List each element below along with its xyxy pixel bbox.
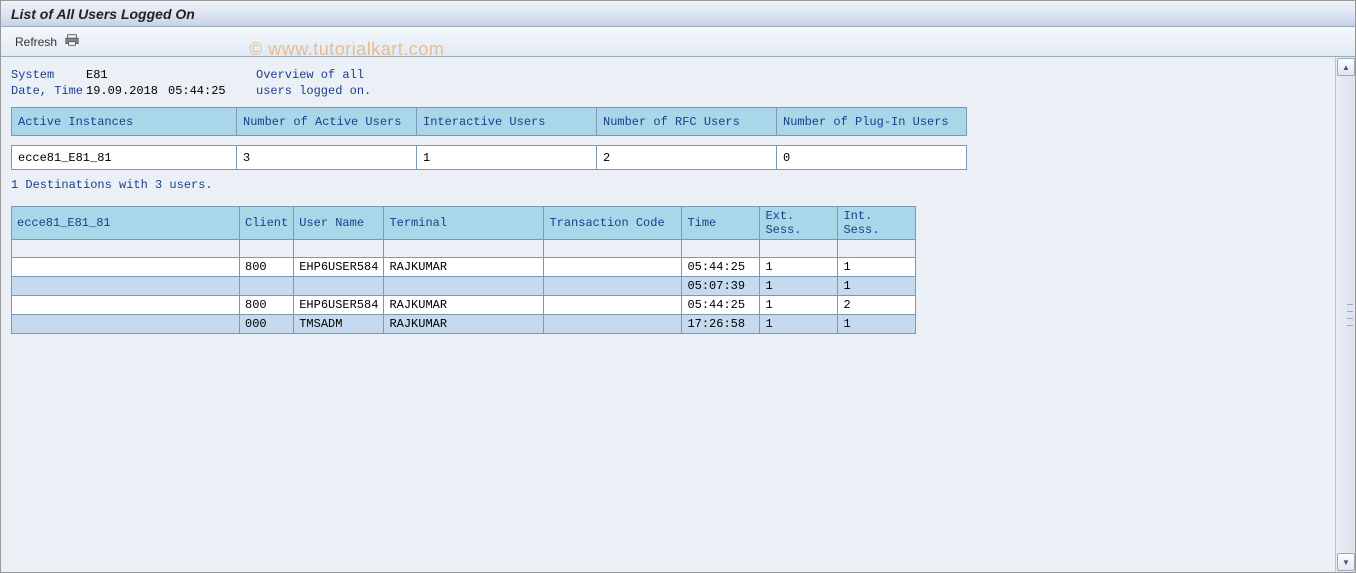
cell-terminal: RAJKUMAR <box>384 296 544 315</box>
time-value: 05:44:25 <box>168 83 246 99</box>
cell-ext: 1 <box>760 258 838 277</box>
cell-user: EHP6USER584 <box>294 258 384 277</box>
cell-instance <box>12 315 240 334</box>
datetime-label: Date, Time <box>11 83 86 99</box>
cell-ext: 1 <box>760 277 838 296</box>
cell-tcode <box>544 258 682 277</box>
detail-table: ecce81_E81_81 Client User Name Terminal … <box>11 206 916 334</box>
scroll-down-arrow[interactable]: ▼ <box>1337 553 1355 571</box>
destinations-line: 1 Destinations with 3 users. <box>11 178 1325 192</box>
cell-int: 1 <box>838 258 916 277</box>
refresh-button[interactable]: Refresh <box>15 35 57 49</box>
cell-user <box>294 277 384 296</box>
title-bar: List of All Users Logged On <box>1 1 1355 27</box>
cell-tcode <box>544 296 682 315</box>
cell-time: 05:44:25 <box>682 296 760 315</box>
date-value: 19.09.2018 <box>86 83 168 99</box>
col-num-plugin-users: Number of Plug-In Users <box>777 108 967 136</box>
col-active-instances: Active Instances <box>12 108 237 136</box>
cell-int: 1 <box>838 277 916 296</box>
cell-time: 17:26:58 <box>682 315 760 334</box>
meta-block: System E81 Overview of all Date, Time 19… <box>11 67 1325 99</box>
cell-interactive-users: 1 <box>417 146 597 170</box>
cell-user: EHP6USER584 <box>294 296 384 315</box>
overview-line1: Overview of all <box>256 67 364 83</box>
cell-client: 800 <box>240 258 294 277</box>
print-icon[interactable] <box>65 33 79 50</box>
dcol-user: User Name <box>294 207 384 240</box>
cell-client: 800 <box>240 296 294 315</box>
cell-instance <box>12 258 240 277</box>
system-value: E81 <box>86 67 246 83</box>
content-area: System E81 Overview of all Date, Time 19… <box>1 57 1335 572</box>
cell-active-users: 3 <box>237 146 417 170</box>
cell-rfc-users: 2 <box>597 146 777 170</box>
toolbar: Refresh <box>1 27 1355 57</box>
vertical-scrollbar[interactable]: ▲ ▼ <box>1335 57 1355 572</box>
dcol-client: Client <box>240 207 294 240</box>
table-row: 05:07:3911 <box>12 277 916 296</box>
dcol-ext: Ext. Sess. <box>760 207 838 240</box>
detail-gap-row <box>12 240 916 258</box>
cell-int: 2 <box>838 296 916 315</box>
cell-tcode <box>544 277 682 296</box>
dcol-time: Time <box>682 207 760 240</box>
col-num-rfc-users: Number of RFC Users <box>597 108 777 136</box>
table-row: 000TMSADMRAJKUMAR17:26:5811 <box>12 315 916 334</box>
cell-time: 05:44:25 <box>682 258 760 277</box>
cell-int: 1 <box>838 315 916 334</box>
dcol-tcode: Transaction Code <box>544 207 682 240</box>
dcol-instance: ecce81_E81_81 <box>12 207 240 240</box>
page-title: List of All Users Logged On <box>11 6 195 22</box>
cell-ext: 1 <box>760 315 838 334</box>
cell-instance <box>12 296 240 315</box>
summary-data-row: ecce81_E81_81 3 1 2 0 <box>12 146 967 170</box>
cell-terminal: RAJKUMAR <box>384 258 544 277</box>
content-wrap: System E81 Overview of all Date, Time 19… <box>1 57 1355 572</box>
cell-plugin-users: 0 <box>777 146 967 170</box>
table-row: 800EHP6USER584RAJKUMAR 05:44:2512 <box>12 296 916 315</box>
scroll-up-arrow[interactable]: ▲ <box>1337 58 1355 76</box>
dcol-int: Int. Sess. <box>838 207 916 240</box>
cell-terminal <box>384 277 544 296</box>
summary-table: Active Instances Number of Active Users … <box>11 107 967 170</box>
cell-terminal: RAJKUMAR <box>384 315 544 334</box>
table-row: 800EHP6USER584RAJKUMAR05:44:2511 <box>12 258 916 277</box>
cell-client <box>240 277 294 296</box>
dcol-terminal: Terminal <box>384 207 544 240</box>
cell-time: 05:07:39 <box>682 277 760 296</box>
col-num-active-users: Number of Active Users <box>237 108 417 136</box>
detail-header-row: ecce81_E81_81 Client User Name Terminal … <box>12 207 916 240</box>
scroll-gripper[interactable] <box>1347 304 1353 326</box>
cell-instance: ecce81_E81_81 <box>12 146 237 170</box>
cell-client: 000 <box>240 315 294 334</box>
cell-instance <box>12 277 240 296</box>
system-label: System <box>11 67 86 83</box>
overview-line2: users logged on. <box>256 83 371 99</box>
cell-user: TMSADM <box>294 315 384 334</box>
cell-ext: 1 <box>760 296 838 315</box>
summary-header-row: Active Instances Number of Active Users … <box>12 108 967 136</box>
col-interactive-users: Interactive Users <box>417 108 597 136</box>
cell-tcode <box>544 315 682 334</box>
